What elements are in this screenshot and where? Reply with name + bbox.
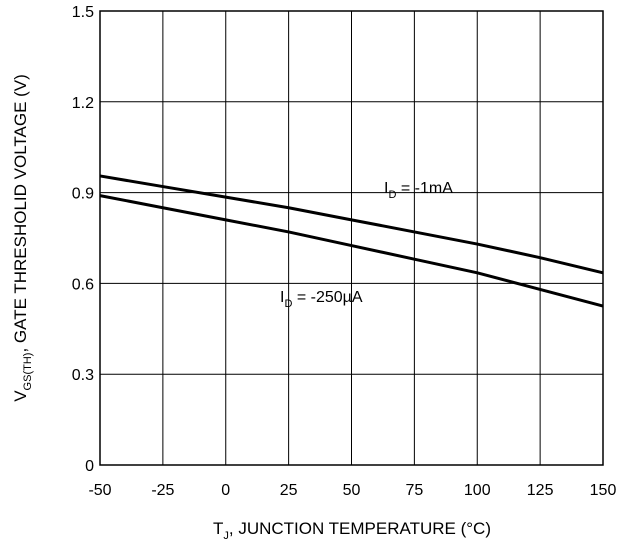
x-tick-label: 125: [527, 482, 554, 499]
series-line-2: [99, 194, 604, 308]
x-tick-label: 0: [221, 482, 230, 499]
grid: [99, 10, 604, 466]
plot-frame: [99, 10, 604, 466]
x-tick-label: 25: [280, 482, 298, 499]
x-axis-label: TJ, JUNCTION TEMPERATURE (°C): [213, 519, 491, 542]
tick-labels: -50 -25 0 25 50 75 100 125 150 0 0.3 0.6 0.9 1.2 1.5: [72, 4, 617, 499]
x-tick-label: 50: [343, 482, 361, 499]
x-tick-label: 100: [464, 482, 491, 499]
y-tick-label: 0.3: [72, 367, 94, 384]
x-tick-label: -50: [88, 482, 111, 499]
y-tick-label: 1.2: [72, 95, 94, 112]
series-annotations: ID = -1mA ID = -250µA: [280, 180, 453, 310]
series-label-2: ID = -250µA: [280, 289, 363, 310]
x-tick-label: 150: [590, 482, 617, 499]
series-lines: [99, 174, 604, 308]
series-label-1: ID = -1mA: [384, 180, 453, 201]
y-tick-label: 1.5: [72, 4, 94, 21]
y-axis-label: VGS(TH), GATE THRESHOLID VOLTAGE (V): [11, 74, 34, 402]
x-tick-label: -25: [151, 482, 174, 499]
y-tick-label: 0.6: [72, 276, 94, 293]
series-line-1: [99, 174, 604, 275]
y-tick-label: 0.9: [72, 186, 94, 203]
y-tick-label: 0: [85, 458, 94, 475]
x-tick-label: 75: [405, 482, 423, 499]
